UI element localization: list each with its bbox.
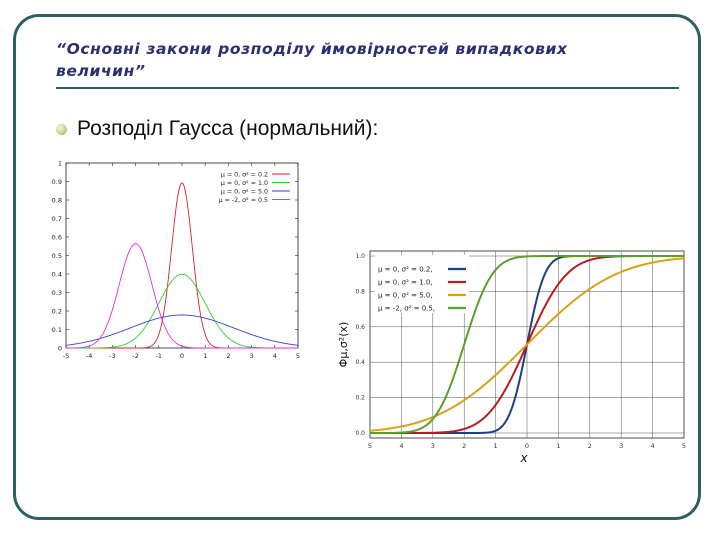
legend-label: μ = 0, σ² = 1.0 xyxy=(221,180,268,187)
x-tick-label: 4 xyxy=(399,442,403,450)
x-tick-label: 5 xyxy=(368,442,372,450)
normal-pdf-chart: -5 -4 -3 -2 -1 0 1 2 3 4 5 0 0.1 0.2 0.3 0.4 0.5 0.6 0.7 0.… xyxy=(52,160,300,360)
series-line-2 xyxy=(65,314,299,346)
bullet-text: Розподіл Гаусса (нормальний): xyxy=(77,117,379,140)
x-tick-label: 1 xyxy=(556,442,560,450)
slide-frame xyxy=(13,14,701,520)
legend-label: μ = 0, σ² = 0.2, xyxy=(378,266,433,274)
legend-box xyxy=(375,255,469,313)
x-tick-label: -5 xyxy=(63,352,69,360)
y-tick-label: 0.7 xyxy=(52,215,62,223)
x-tick-label: 2 xyxy=(588,442,592,450)
x-tick-label: 5 xyxy=(682,442,686,450)
y-axis-label: Φμ,σ²(x) xyxy=(337,322,350,368)
bullet-icon xyxy=(56,123,67,135)
bullet-item: Розподіл Гаусса (нормальний): xyxy=(56,114,378,144)
x-tick-label: 5 xyxy=(296,352,300,360)
legend-label: μ = 0, σ² = 0.2 xyxy=(221,172,268,179)
y-tick-label: 0 xyxy=(58,345,62,353)
x-tick-label: 4 xyxy=(651,442,655,450)
y-tick-label: 0.4 xyxy=(355,359,365,366)
y-tick-label: 0.4 xyxy=(52,271,62,279)
series-line-0 xyxy=(66,182,298,349)
y-tick-label: 0.9 xyxy=(52,178,62,186)
y-tick-label: 0.1 xyxy=(52,326,62,334)
x-tick-label: 1 xyxy=(494,442,498,450)
slide-title: “Основні закони розподілу ймовірностей в… xyxy=(56,40,568,80)
x-tick-label: 2 xyxy=(462,442,466,450)
y-tick-label: 0.3 xyxy=(52,289,62,297)
legend-label: μ = -2, σ² = 0.5, xyxy=(378,305,435,313)
y-tick-label: 0.2 xyxy=(52,308,62,316)
legend-label: μ = 0, σ² = 5.0, xyxy=(378,292,433,300)
y-tick-label: 1 xyxy=(58,160,62,168)
x-tick-label: 3 xyxy=(250,352,254,360)
x-tick-label: -1 xyxy=(156,352,162,360)
y-tick-label: 1.0 xyxy=(355,253,365,260)
x-tick-label: 0 xyxy=(525,442,529,450)
series-line-3 xyxy=(66,243,298,349)
y-tick-label: 0.2 xyxy=(355,395,365,402)
normal-cdf-chart: 5 4 3 2 1 0 1 2 3 4 50.00.20.40.60.81.0xΦμ,σ²(x)μ … xyxy=(337,250,686,465)
y-tick-label: 0.8 xyxy=(355,288,365,295)
y-tick-label: 0.5 xyxy=(52,252,62,260)
x-tick-label: 0 xyxy=(180,352,184,360)
legend-label: μ = -2, σ² = 0.5 xyxy=(219,197,268,204)
legend-label: μ = 0, σ² = 5.0 xyxy=(221,189,268,196)
y-tick-label: 0.6 xyxy=(355,324,365,331)
x-tick-label: 3 xyxy=(431,442,435,450)
x-tick-label: -4 xyxy=(86,352,92,360)
x-tick-label: -3 xyxy=(109,352,115,360)
x-tick-label: -2 xyxy=(132,352,138,360)
x-tick-label: 4 xyxy=(273,352,277,360)
y-tick-label: 0.8 xyxy=(52,197,62,205)
x-tick-label: 2 xyxy=(226,352,230,360)
series-line-2 xyxy=(369,257,685,432)
y-tick-label: 0.6 xyxy=(52,234,62,242)
legend-label: μ = 0, σ² = 1.0, xyxy=(378,279,433,287)
series-line-3 xyxy=(370,255,684,434)
x-axis-label: x xyxy=(519,451,528,465)
title-divider xyxy=(56,87,679,89)
y-tick-label: 0.0 xyxy=(355,430,365,437)
x-tick-label: 1 xyxy=(203,352,207,360)
x-tick-label: 3 xyxy=(619,442,623,450)
